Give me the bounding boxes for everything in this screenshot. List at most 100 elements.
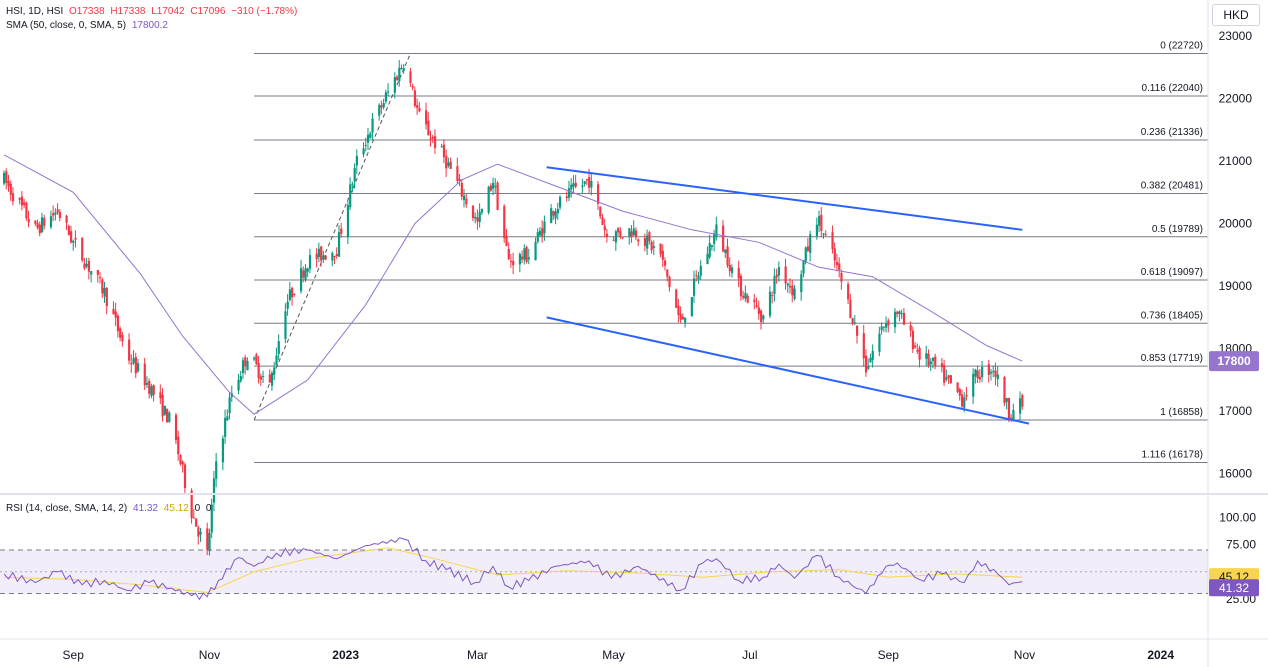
candle-body <box>58 212 62 218</box>
candle-body <box>87 261 91 272</box>
candle-body <box>268 374 271 383</box>
candle-body <box>722 225 725 252</box>
price-tick-label: 22000 <box>1219 92 1253 106</box>
currency-badge[interactable]: HKD <box>1212 4 1260 26</box>
candle-body <box>23 202 26 206</box>
candle-body <box>20 196 24 206</box>
candle-body <box>869 357 872 363</box>
candle-body <box>646 235 649 249</box>
candle-body <box>192 517 196 519</box>
rsi-line <box>3 537 1023 601</box>
candle-body <box>195 518 198 527</box>
candle-body <box>103 287 106 297</box>
rsi-value-badge-label: 41.32 <box>1219 581 1249 595</box>
candle-body <box>824 234 827 236</box>
candle-body <box>284 311 287 339</box>
candle-body <box>371 118 374 133</box>
candle-body <box>916 350 919 352</box>
trend-dashed-line[interactable] <box>253 53 411 421</box>
candle-body <box>25 202 28 219</box>
candle-body <box>880 326 883 331</box>
candle-body <box>550 208 553 224</box>
candle-body <box>934 356 937 366</box>
time-axis[interactable]: Sep Nov 2023 Mar May Jul Sep Nov 2024 <box>63 648 1175 662</box>
candle-body <box>476 217 479 222</box>
candle-body <box>382 103 385 108</box>
candle-body <box>340 228 343 234</box>
candle-body <box>429 138 432 140</box>
candle-body <box>148 380 151 394</box>
candle-body <box>771 295 774 297</box>
fibonacci-retracement[interactable]: 0 (22720) 0.116 (22040) 0.236 (21336) 0.382… <box>254 41 1208 464</box>
candle-body <box>835 261 839 266</box>
trend-channel[interactable] <box>546 166 1030 425</box>
rsi-sma-line <box>3 547 1023 594</box>
candle-body <box>574 182 577 187</box>
candle-body <box>465 198 468 205</box>
candle-body <box>956 382 959 392</box>
candle-body <box>181 461 184 465</box>
candle-body <box>489 185 492 191</box>
candle-body <box>853 322 856 324</box>
candle-body <box>190 490 193 519</box>
time-tick-label: May <box>602 648 625 662</box>
candle-body <box>134 357 137 374</box>
candle-body <box>168 412 171 422</box>
candle-body <box>791 285 794 296</box>
candle-body <box>695 275 698 277</box>
candle-body <box>273 367 276 375</box>
candle-body <box>179 454 182 464</box>
candle-body <box>447 162 450 166</box>
candle-body <box>648 232 651 242</box>
candle-body <box>753 299 756 303</box>
candle-body <box>996 374 999 380</box>
candle-body <box>418 108 421 112</box>
candle-body <box>101 279 104 294</box>
candle-body <box>7 180 10 187</box>
candle-body <box>552 211 555 216</box>
fib-level-label: 0.5 (19789) <box>1152 224 1203 235</box>
candle-body <box>433 136 437 148</box>
price-axis[interactable]: 1600017000180001900020000210002200023000… <box>1209 29 1259 481</box>
candle-body <box>612 239 615 241</box>
candle-body <box>331 253 334 261</box>
candle-body <box>650 241 653 251</box>
candle-body <box>52 213 55 216</box>
symbol-ticker: HSI, 1D, HSI <box>6 6 64 17</box>
candle-body <box>599 206 602 217</box>
candle-body <box>503 206 506 239</box>
candle-body <box>355 155 359 166</box>
candle-body <box>210 504 213 533</box>
candle-body <box>166 409 169 423</box>
candle-body <box>927 353 930 367</box>
candle-body <box>1010 417 1013 419</box>
candle-body <box>18 198 21 200</box>
candle-body <box>449 161 452 169</box>
candle-body <box>989 371 993 374</box>
candle-body <box>976 370 979 379</box>
candle-body <box>72 240 75 243</box>
fib-level-label: 1.116 (16178) <box>1141 450 1203 461</box>
candle-body <box>742 295 745 298</box>
candle-body <box>737 267 740 279</box>
channel-line <box>546 166 1023 231</box>
candle-body <box>744 292 747 299</box>
candle-body <box>643 238 647 246</box>
candle-body <box>317 248 321 258</box>
candle-body <box>5 171 8 183</box>
candle-body <box>119 328 122 338</box>
candle-body <box>536 232 539 242</box>
candle-body <box>96 270 99 275</box>
change-value: −310 (−1.78%) <box>231 6 298 17</box>
candle-body <box>85 263 88 267</box>
candle-body <box>83 263 86 269</box>
candle-body <box>777 267 781 276</box>
candle-body <box>925 353 928 359</box>
candle-body <box>614 231 618 243</box>
candle-body <box>402 68 405 71</box>
candle-body <box>713 233 716 244</box>
candle-body <box>572 183 575 187</box>
candle-body <box>862 333 865 359</box>
